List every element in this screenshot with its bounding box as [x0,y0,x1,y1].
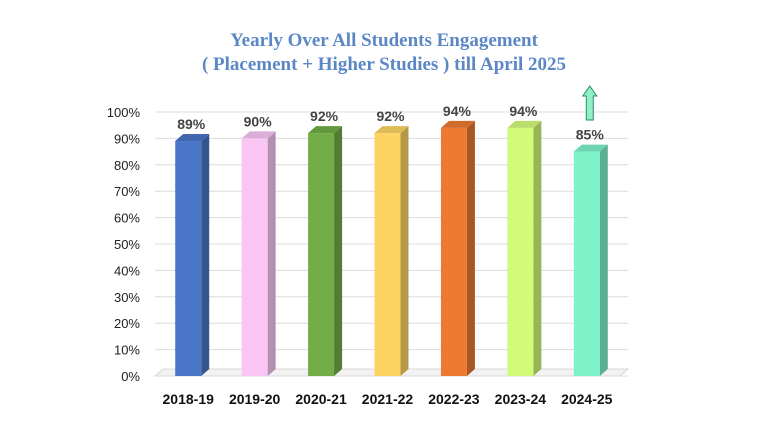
bar-top [573,144,608,152]
bar [175,141,202,376]
y-tick-label: 40% [114,263,140,278]
y-tick-label: 50% [114,237,140,252]
y-tick-label: 60% [114,211,140,226]
bar-side [466,120,475,376]
y-tick-label: 0% [121,369,140,384]
y-tick-label: 30% [114,290,140,305]
bar [507,127,534,376]
data-label: 92% [310,108,339,124]
x-tick-label: 2018-19 [163,391,215,407]
chart-subtitle: ( Placement + Higher Studies ) till Apri… [201,54,567,75]
bar-top [308,126,343,134]
x-tick-label: 2020-21 [295,391,347,407]
x-tick-label: 2024-25 [561,391,613,407]
bar-side [400,126,409,377]
data-label: 90% [244,113,273,129]
x-tick-label: 2023-24 [495,391,547,407]
data-label: 85% [576,127,605,143]
data-label: 94% [509,103,538,119]
x-tick-label: 2021-22 [362,391,414,407]
chart-title: Yearly Over All Students Engagement [230,30,538,51]
y-tick-label: 70% [114,184,140,199]
data-label: 94% [443,103,472,119]
bar-top [175,134,210,142]
bar-top [374,126,409,134]
bar-side [599,144,608,376]
bar-top [241,131,276,139]
y-tick-label: 10% [114,343,140,358]
bar-side [334,126,343,377]
y-tick-label: 80% [114,158,140,173]
bar [241,138,268,376]
bar [308,133,335,376]
bar-top [440,120,475,128]
x-tick-label: 2019-20 [229,391,281,407]
bar-side [201,134,210,376]
bar-side [267,131,276,376]
up-arrow-icon [581,85,598,121]
data-label: 89% [177,116,206,132]
data-label: 92% [376,108,405,124]
bar [573,151,600,376]
y-tick-label: 20% [114,316,140,331]
bar [440,127,467,376]
bar-side [533,120,542,376]
bar-top [507,120,542,128]
y-tick-label: 100% [107,105,141,120]
x-tick-label: 2022-23 [428,391,480,407]
bar [374,133,401,376]
y-tick-label: 90% [114,131,140,146]
